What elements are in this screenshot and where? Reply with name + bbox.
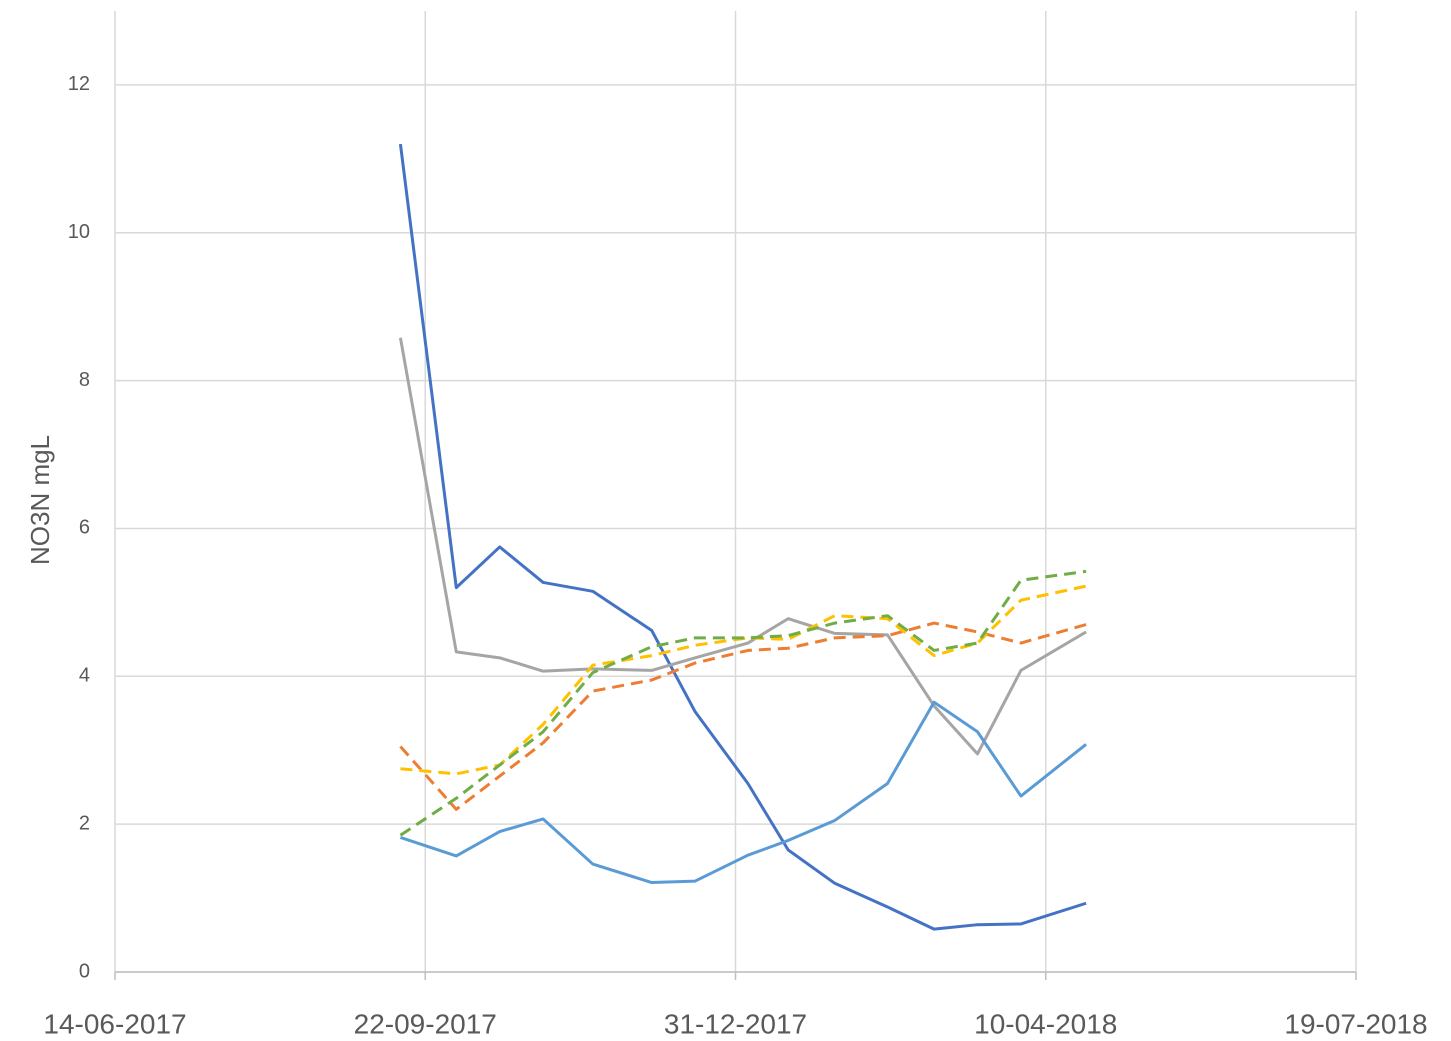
y-tick-label: 8 <box>79 369 90 391</box>
series-line <box>398 143 1087 931</box>
series-line <box>400 584 1087 776</box>
y-tick-label: 2 <box>79 812 90 834</box>
y-tick-label: 4 <box>79 665 90 687</box>
x-tick-label: 19-07-2018 <box>1284 1008 1427 1039</box>
y-tick-label: 6 <box>79 517 90 539</box>
series-line <box>399 621 1087 811</box>
x-tick-label: 10-04-2018 <box>974 1008 1117 1039</box>
x-tick-label: 14-06-2017 <box>43 1008 186 1039</box>
y-axis-label: NO3N mgL <box>25 435 55 565</box>
y-tick-label: 10 <box>68 221 90 243</box>
y-tick-label: 0 <box>79 960 90 982</box>
x-tick-label: 31-12-2017 <box>664 1008 807 1039</box>
y-tick-label: 12 <box>68 73 90 95</box>
series-line <box>398 337 1087 756</box>
series-line <box>399 700 1088 885</box>
series-line <box>399 569 1087 837</box>
x-tick-label: 22-09-2017 <box>354 1008 497 1039</box>
